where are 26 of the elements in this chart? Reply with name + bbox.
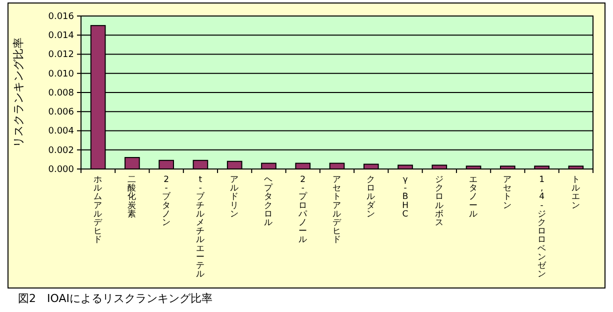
x-tick-label: 2-ブタノン [162,175,172,228]
y-tick-label: 0.012 [48,50,74,60]
category-label: t-ブチルメチルエーテル [196,175,205,280]
x-tick-label: γ-BHC [402,175,408,220]
x-tick-label: アセトアルデヒド [332,175,342,246]
x-tick-label: アルドリン [230,175,240,220]
y-tick-label: 0.016 [48,12,74,22]
x-tick-label: ホルムアルデヒド [94,175,104,246]
y-tick-label: 0.002 [48,146,74,156]
x-tick-label: 二酸化炭素 [128,175,137,220]
y-tick-label: 0.008 [48,88,74,98]
category-label: 1,4-ジクロロベンゼン [537,175,546,280]
y-tick-label: 0.000 [48,164,74,175]
y-tick-label: 0.004 [48,126,74,137]
x-tick-label: トルエン [571,175,580,211]
y-tick-label: 0.010 [48,69,74,80]
x-tick-label: 2-プロパノール [297,175,308,246]
y-tick-label: 0.006 [48,108,74,118]
y-axis-title: リスクランキング比率 [12,38,25,148]
y-tick-label: 0.014 [48,31,74,42]
x-tick-label: クロルダン [366,175,377,220]
x-tick-label: ヘプタクロル [264,175,274,228]
x-tick-label: アセトン [503,175,512,211]
x-tick-label: ジクロルボス [434,175,444,228]
x-tick-label: エタノール [469,175,478,220]
caption: 図2 IOAIによるリスクランキング比率 [18,292,212,305]
